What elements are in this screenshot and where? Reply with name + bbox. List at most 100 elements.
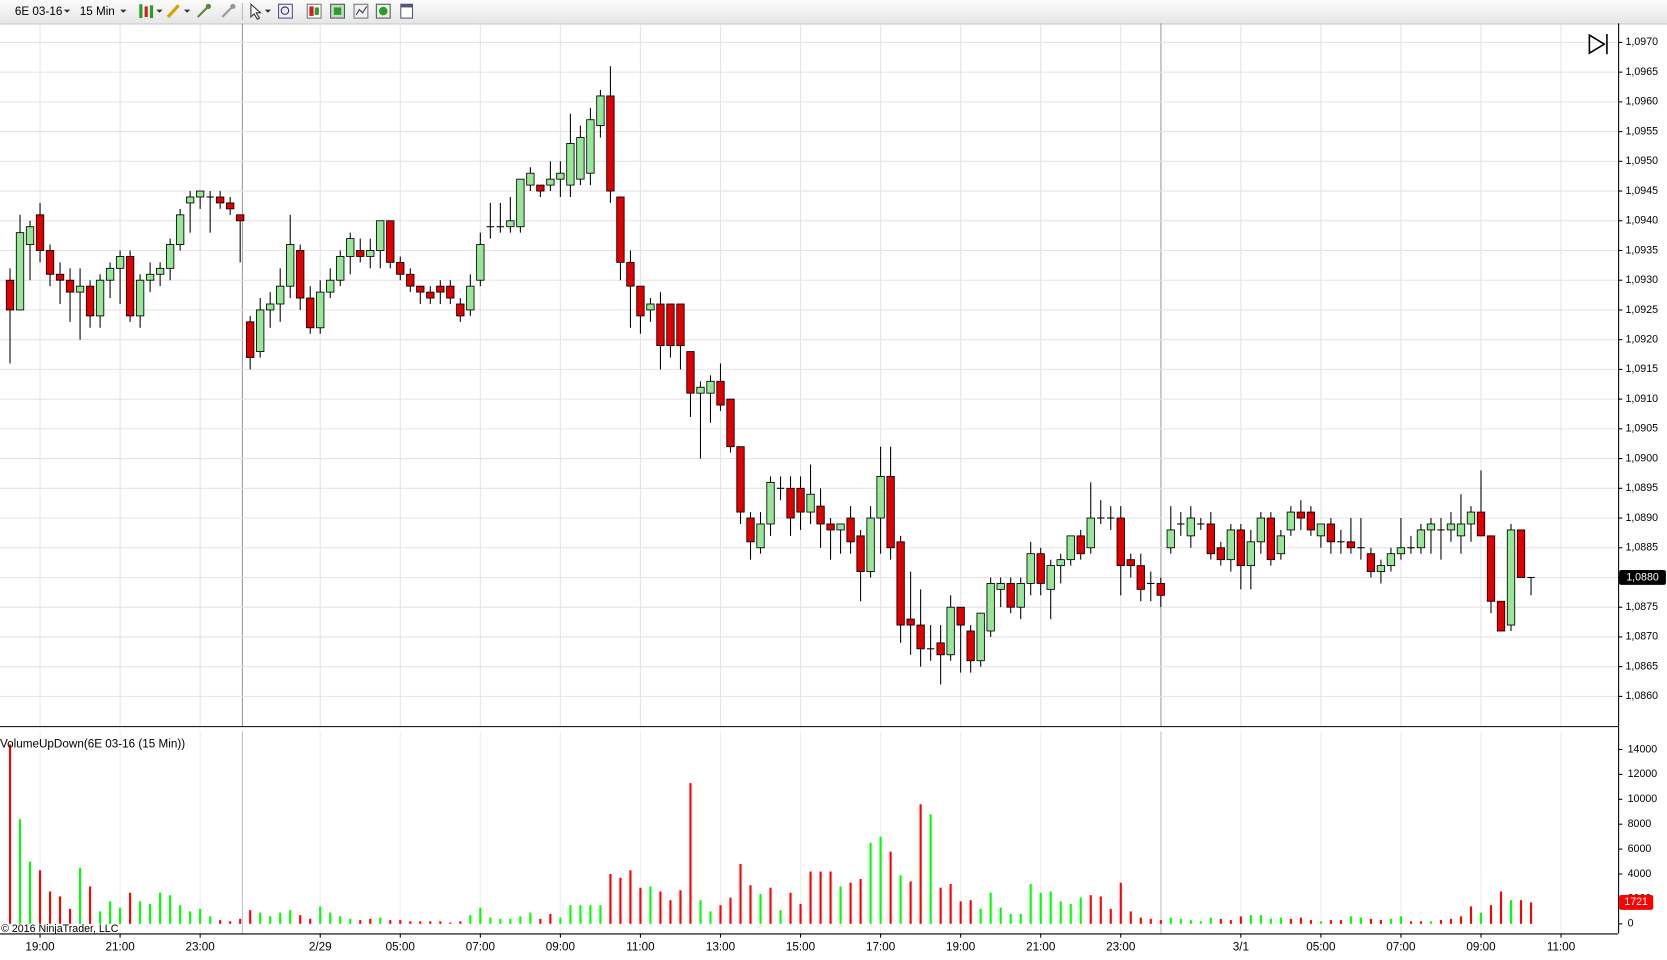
volume-bar xyxy=(1479,912,1483,924)
indicators-button[interactable] xyxy=(330,3,345,19)
candle-body xyxy=(476,244,485,281)
interval-selector[interactable]: 15 Min xyxy=(80,5,115,18)
volume-bar xyxy=(1119,882,1122,924)
volume-bar xyxy=(179,905,182,924)
properties-button[interactable] xyxy=(306,3,322,19)
bar-type-button[interactable] xyxy=(139,4,163,19)
candle-body xyxy=(45,250,55,275)
volume-bar xyxy=(869,842,872,924)
dropdown-arrow[interactable] xyxy=(120,9,127,13)
candle-body xyxy=(896,541,905,626)
x-tick-label: 09:00 xyxy=(546,940,576,953)
volume-bar xyxy=(759,893,762,924)
volume-bar xyxy=(969,900,972,924)
candle-body xyxy=(105,267,115,281)
volume-bar xyxy=(419,921,422,924)
volume-bar xyxy=(1299,917,1302,924)
x-tick-label: 19:00 xyxy=(25,940,55,953)
candle-body xyxy=(786,487,795,519)
candle-body xyxy=(1516,529,1526,578)
volume-bar xyxy=(709,911,712,924)
candle-body xyxy=(466,285,475,311)
volume-bar xyxy=(379,917,382,924)
volume-bar xyxy=(1219,918,1222,924)
candle-body xyxy=(506,220,515,228)
volume-bar xyxy=(529,912,532,924)
candle-body xyxy=(586,119,595,174)
y-tick-label: 1,0885 xyxy=(1626,542,1659,554)
candle-body xyxy=(386,220,395,263)
candle-body xyxy=(766,481,775,525)
zoom-button[interactable] xyxy=(278,3,293,19)
candle-body xyxy=(526,172,535,186)
volume-bar xyxy=(18,819,22,924)
candle-body xyxy=(996,583,1005,590)
volume-bar xyxy=(48,891,52,924)
candle-body xyxy=(1276,535,1286,555)
last-volume-label: 1721 xyxy=(1624,896,1648,908)
candle-body xyxy=(125,256,135,317)
dropdown-arrow[interactable] xyxy=(63,9,71,13)
candle-body xyxy=(1136,565,1145,590)
last-price-box xyxy=(1619,570,1666,585)
scroll-to-end-button[interactable] xyxy=(1588,33,1608,55)
unpin-button[interactable] xyxy=(221,3,236,18)
volume-bar xyxy=(919,804,922,924)
candle-body xyxy=(1386,553,1396,567)
y-tick-label: 1,0945 xyxy=(1626,185,1659,197)
candle-body xyxy=(566,143,575,186)
volume-bar xyxy=(509,918,512,924)
volume-bar xyxy=(99,911,102,924)
candle-body xyxy=(65,279,75,293)
instrument-selector[interactable]: 6E 03-16 xyxy=(15,5,62,18)
volume-bar xyxy=(639,887,642,924)
data-box-button[interactable] xyxy=(400,3,414,19)
candle-body xyxy=(85,285,95,317)
candle-body xyxy=(1366,553,1376,572)
volume-bar xyxy=(719,905,722,924)
candle-body xyxy=(115,256,125,269)
volume-bar xyxy=(8,744,12,924)
volume-bar xyxy=(1019,913,1022,924)
candle-body xyxy=(616,196,625,263)
candle-body xyxy=(1246,541,1255,567)
x-tick-label: 11:00 xyxy=(626,940,655,953)
y-tick-label: 1,0935 xyxy=(1626,244,1659,256)
candle-body xyxy=(1376,565,1386,572)
pointer-button[interactable] xyxy=(250,3,272,20)
volume-bar xyxy=(1029,883,1032,924)
volume-bar xyxy=(749,885,752,924)
volume-bar xyxy=(89,886,92,924)
candle-body xyxy=(446,285,455,299)
order-button[interactable] xyxy=(375,3,391,19)
y-tick-label: 10000 xyxy=(1628,793,1658,805)
candle-body xyxy=(1456,523,1466,537)
y-tick-label: 6000 xyxy=(1628,843,1652,855)
y-tick-label: 1,0900 xyxy=(1626,452,1659,464)
y-tick-label: 1,0890 xyxy=(1626,512,1659,524)
candle-body xyxy=(376,220,385,251)
pin-button[interactable] xyxy=(197,3,212,18)
volume-bar xyxy=(729,897,732,924)
x-tick-label: 21:00 xyxy=(1026,940,1056,953)
volume-bar xyxy=(609,874,612,924)
strategies-button[interactable] xyxy=(353,3,369,19)
candle-body xyxy=(656,303,665,347)
candle-body xyxy=(716,380,725,406)
volume-bar xyxy=(1229,920,1232,924)
volume-bar xyxy=(1089,895,1092,924)
candle-body xyxy=(95,279,105,317)
volume-bar xyxy=(58,896,62,924)
candle-body xyxy=(1046,565,1055,590)
candle-body xyxy=(1156,583,1165,596)
candle-body xyxy=(1326,523,1336,543)
candle-body xyxy=(976,612,985,662)
volume-bar xyxy=(549,913,552,924)
volume-bar xyxy=(1009,913,1012,924)
draw-tool-button[interactable] xyxy=(166,4,191,19)
candle-body xyxy=(576,137,585,180)
volume-bar xyxy=(1489,905,1493,924)
candle-body xyxy=(666,303,675,347)
volume-bar xyxy=(1149,918,1152,924)
